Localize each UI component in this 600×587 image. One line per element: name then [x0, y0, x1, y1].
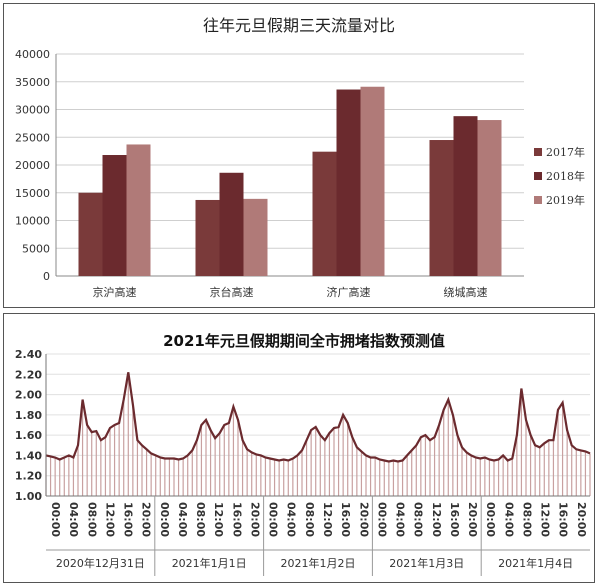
x-hour-label: 12:00	[539, 502, 552, 537]
x-hour-label: 16:00	[122, 502, 135, 537]
bar-chart-title: 往年元旦假期三天流量对比	[203, 16, 395, 35]
x-hour-label: 20:00	[248, 502, 261, 537]
x-hour-label: 00:00	[158, 502, 171, 537]
x-day-label: 2021年1月2日	[281, 556, 356, 570]
x-hour-label: 12:00	[103, 502, 116, 537]
x-hour-label: 16:00	[339, 502, 352, 537]
y-tick-label: 25000	[15, 131, 50, 144]
bar	[312, 151, 337, 276]
series-line	[45, 372, 591, 463]
bar	[195, 199, 220, 276]
legend-swatch	[534, 148, 542, 156]
y-tick-label: 5000	[22, 242, 50, 255]
x-hour-label: 16:00	[557, 502, 570, 537]
x-hour-label: 00:00	[375, 502, 388, 537]
x-category-label: 京台高速	[210, 285, 254, 299]
line-chart: 2021年元旦假期期间全市拥堵指数预测值 1.00 1.20 1.40 1.60 1.8…	[15, 332, 591, 576]
x-hour-label: 04:00	[67, 502, 80, 537]
x-day-label: 2021年1月4日	[498, 556, 573, 570]
y-tick-label: 35000	[15, 76, 50, 89]
y-tick-label: 40000	[15, 48, 50, 61]
legend-label: 2019年	[546, 193, 585, 207]
x-hour-label: 20:00	[140, 502, 153, 537]
bar	[477, 120, 502, 276]
legend-label: 2018年	[546, 169, 585, 183]
y-tick-label: 0	[43, 270, 50, 283]
y-tick-label: 1.20	[15, 470, 42, 483]
x-hour-label: 20:00	[575, 502, 588, 537]
bar	[360, 86, 385, 277]
bar	[453, 116, 478, 276]
bar	[126, 144, 151, 276]
legend-label: 2017年	[546, 145, 585, 159]
x-hour-label: 04:00	[394, 502, 407, 537]
x-hour-label: 00:00	[267, 502, 280, 537]
bar	[78, 192, 103, 276]
y-tick-label: 15000	[15, 187, 50, 200]
x-hour-label: 00:00	[49, 502, 62, 537]
x-category-label: 京沪高速	[93, 285, 137, 299]
bar	[336, 89, 361, 277]
x-hour-label: 16:00	[230, 502, 243, 537]
legend-swatch	[534, 172, 542, 180]
x-hour-label: 08:00	[194, 502, 207, 537]
x-hour-label: 08:00	[85, 502, 98, 537]
x-day-label: 2021年1月3日	[389, 556, 464, 570]
y-tick-label: 2.40	[15, 348, 42, 361]
x-hour-label: 08:00	[412, 502, 425, 537]
x-hour-label: 08:00	[520, 502, 533, 537]
y-tick-label: 1.00	[15, 490, 42, 503]
x-hour-label: 12:00	[430, 502, 443, 537]
x-day-label: 2021年1月1日	[172, 556, 247, 570]
bar-chart-panel: 往年元旦假期三天流量对比 0 5000 10000 15000 20000 25000 30…	[3, 3, 595, 308]
bar	[429, 140, 454, 276]
legend-swatch	[534, 196, 542, 204]
y-tick-label: 20000	[15, 159, 50, 172]
x-hour-label: 20:00	[466, 502, 479, 537]
line-chart-title: 2021年元旦假期期间全市拥堵指数预测值	[163, 332, 445, 350]
x-hour-label: 00:00	[484, 502, 497, 537]
x-hour-label: 20:00	[357, 502, 370, 537]
y-tick-label: 2.20	[15, 368, 42, 381]
bar-chart: 往年元旦假期三天流量对比 0 5000 10000 15000 20000 25000 30…	[15, 16, 585, 299]
bar	[243, 198, 268, 276]
y-tick-label: 1.40	[15, 449, 42, 462]
x-day-label: 2020年12月31日	[56, 556, 145, 570]
x-hour-label: 04:00	[502, 502, 515, 537]
x-category-label: 济广高速	[327, 285, 371, 299]
y-tick-label: 1.60	[15, 429, 42, 442]
y-tick-label: 30000	[15, 104, 50, 117]
bar	[219, 172, 244, 276]
x-hour-label: 04:00	[176, 502, 189, 537]
line-chart-panel: 2021年元旦假期期间全市拥堵指数预测值 1.00 1.20 1.40 1.60 1.8…	[3, 313, 595, 583]
x-hour-label: 12:00	[321, 502, 334, 537]
x-category-label: 绕城高速	[444, 285, 488, 299]
y-tick-label: 10000	[15, 215, 50, 228]
y-tick-label: 2.00	[15, 389, 42, 402]
bar	[102, 155, 127, 276]
x-hour-label: 16:00	[448, 502, 461, 537]
x-hour-label: 08:00	[303, 502, 316, 537]
x-hour-label: 04:00	[285, 502, 298, 537]
y-tick-label: 1.80	[15, 409, 42, 422]
x-hour-label: 12:00	[212, 502, 225, 537]
